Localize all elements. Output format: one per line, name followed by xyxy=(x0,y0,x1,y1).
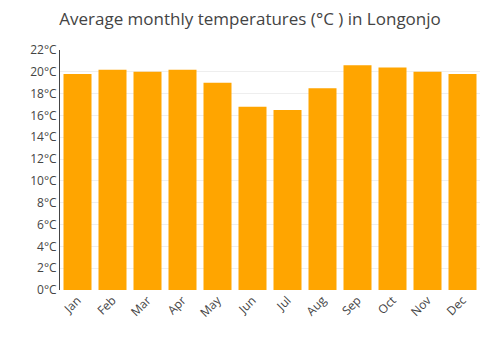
svg-text:4°C: 4°C xyxy=(37,238,57,255)
svg-text:14°C: 14°C xyxy=(30,128,57,145)
svg-text:2°C: 2°C xyxy=(37,259,57,276)
svg-text:Jul: Jul xyxy=(272,292,294,314)
svg-text:8°C: 8°C xyxy=(37,194,57,211)
svg-text:Mar: Mar xyxy=(127,292,155,320)
svg-text:6°C: 6°C xyxy=(37,216,57,233)
svg-text:Average monthly temperatures (: Average monthly temperatures (°C ) in Lo… xyxy=(59,7,441,30)
svg-text:Jan: Jan xyxy=(60,292,85,317)
svg-text:Nov: Nov xyxy=(407,292,435,320)
svg-text:Oct: Oct xyxy=(374,292,400,318)
svg-text:Jun: Jun xyxy=(234,292,259,317)
svg-text:16°C: 16°C xyxy=(30,107,57,124)
svg-text:Aug: Aug xyxy=(302,292,330,320)
svg-text:0°C: 0°C xyxy=(37,281,57,298)
svg-text:Feb: Feb xyxy=(93,292,119,318)
svg-text:22°C: 22°C xyxy=(30,41,57,58)
svg-text:18°C: 18°C xyxy=(30,85,57,102)
svg-text:Apr: Apr xyxy=(164,292,190,318)
svg-text:Sep: Sep xyxy=(338,292,365,319)
svg-text:12°C: 12°C xyxy=(30,150,57,167)
svg-text:Dec: Dec xyxy=(443,292,470,319)
svg-text:10°C: 10°C xyxy=(30,172,57,189)
svg-text:May: May xyxy=(196,291,225,320)
svg-text:20°C: 20°C xyxy=(30,63,57,80)
